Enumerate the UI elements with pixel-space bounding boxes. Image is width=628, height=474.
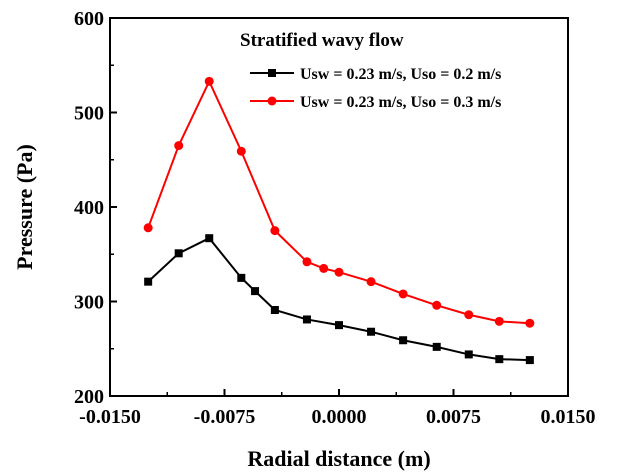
data-point — [205, 234, 214, 243]
y-tick-label: 200 — [74, 386, 104, 408]
x-tick-label: 0.0000 — [312, 406, 367, 428]
x-tick-label: -0.0075 — [194, 406, 256, 428]
data-point — [270, 226, 280, 236]
y-tick-label: 300 — [74, 292, 104, 314]
data-point — [398, 289, 408, 299]
data-point — [367, 327, 376, 336]
series-2 — [143, 76, 535, 328]
legend-entry: Usw = 0.23 m/s, Uso = 0.3 m/s — [250, 94, 501, 111]
legend-marker — [267, 96, 277, 106]
data-point — [335, 321, 343, 330]
data-point — [174, 249, 183, 258]
y-tick-label: 400 — [74, 197, 104, 219]
data-point — [174, 141, 184, 151]
data-point — [399, 336, 408, 345]
data-point — [432, 300, 442, 310]
data-point — [494, 316, 504, 326]
x-axis-title: Radial distance (m) — [247, 446, 430, 471]
data-point — [144, 277, 153, 286]
legend-entries: Usw = 0.23 m/s, Uso = 0.2 m/s Usw = 0.23 … — [250, 66, 501, 111]
legend: Stratified wavy flow Usw = 0.23 m/s, Uso… — [240, 30, 501, 111]
data-point — [525, 318, 535, 328]
legend-marker — [268, 69, 276, 77]
data-point — [432, 342, 441, 351]
legend-label: Usw = 0.23 m/s, Uso = 0.2 m/s — [300, 66, 501, 83]
series-1 — [144, 234, 534, 365]
legend-title: Stratified wavy flow — [240, 30, 404, 51]
data-point — [464, 310, 474, 320]
y-tick-label: 600 — [74, 8, 104, 30]
series-line — [147, 78, 530, 325]
data-point — [204, 76, 214, 86]
x-tick-label: -0.0150 — [79, 406, 141, 428]
y-axis-ticks: 200 300 400 500 600 — [74, 8, 117, 408]
data-point — [251, 287, 260, 296]
x-tick-label: 0.0075 — [426, 406, 481, 428]
series-layer — [143, 76, 535, 365]
y-axis-title: Pressure (Pa) — [12, 144, 37, 270]
data-point — [495, 355, 504, 364]
data-point — [464, 350, 473, 359]
data-point — [302, 315, 311, 324]
x-axis-ticks: -0.0150 -0.0075 0.0000 0.0075 0.0150 — [79, 389, 596, 428]
data-point — [237, 273, 246, 282]
data-point — [319, 263, 329, 273]
data-point — [366, 277, 376, 287]
legend-label: Usw = 0.23 m/s, Uso = 0.3 m/s — [300, 94, 501, 111]
data-point — [143, 223, 153, 233]
x-tick-label: 0.0150 — [541, 406, 596, 428]
series-line — [147, 236, 530, 362]
data-point — [236, 146, 246, 156]
data-point — [525, 356, 534, 365]
data-point — [334, 267, 344, 277]
data-point — [302, 257, 312, 267]
y-tick-label: 500 — [74, 103, 104, 125]
legend-entry: Usw = 0.23 m/s, Uso = 0.2 m/s — [250, 66, 501, 83]
data-point — [270, 306, 279, 315]
